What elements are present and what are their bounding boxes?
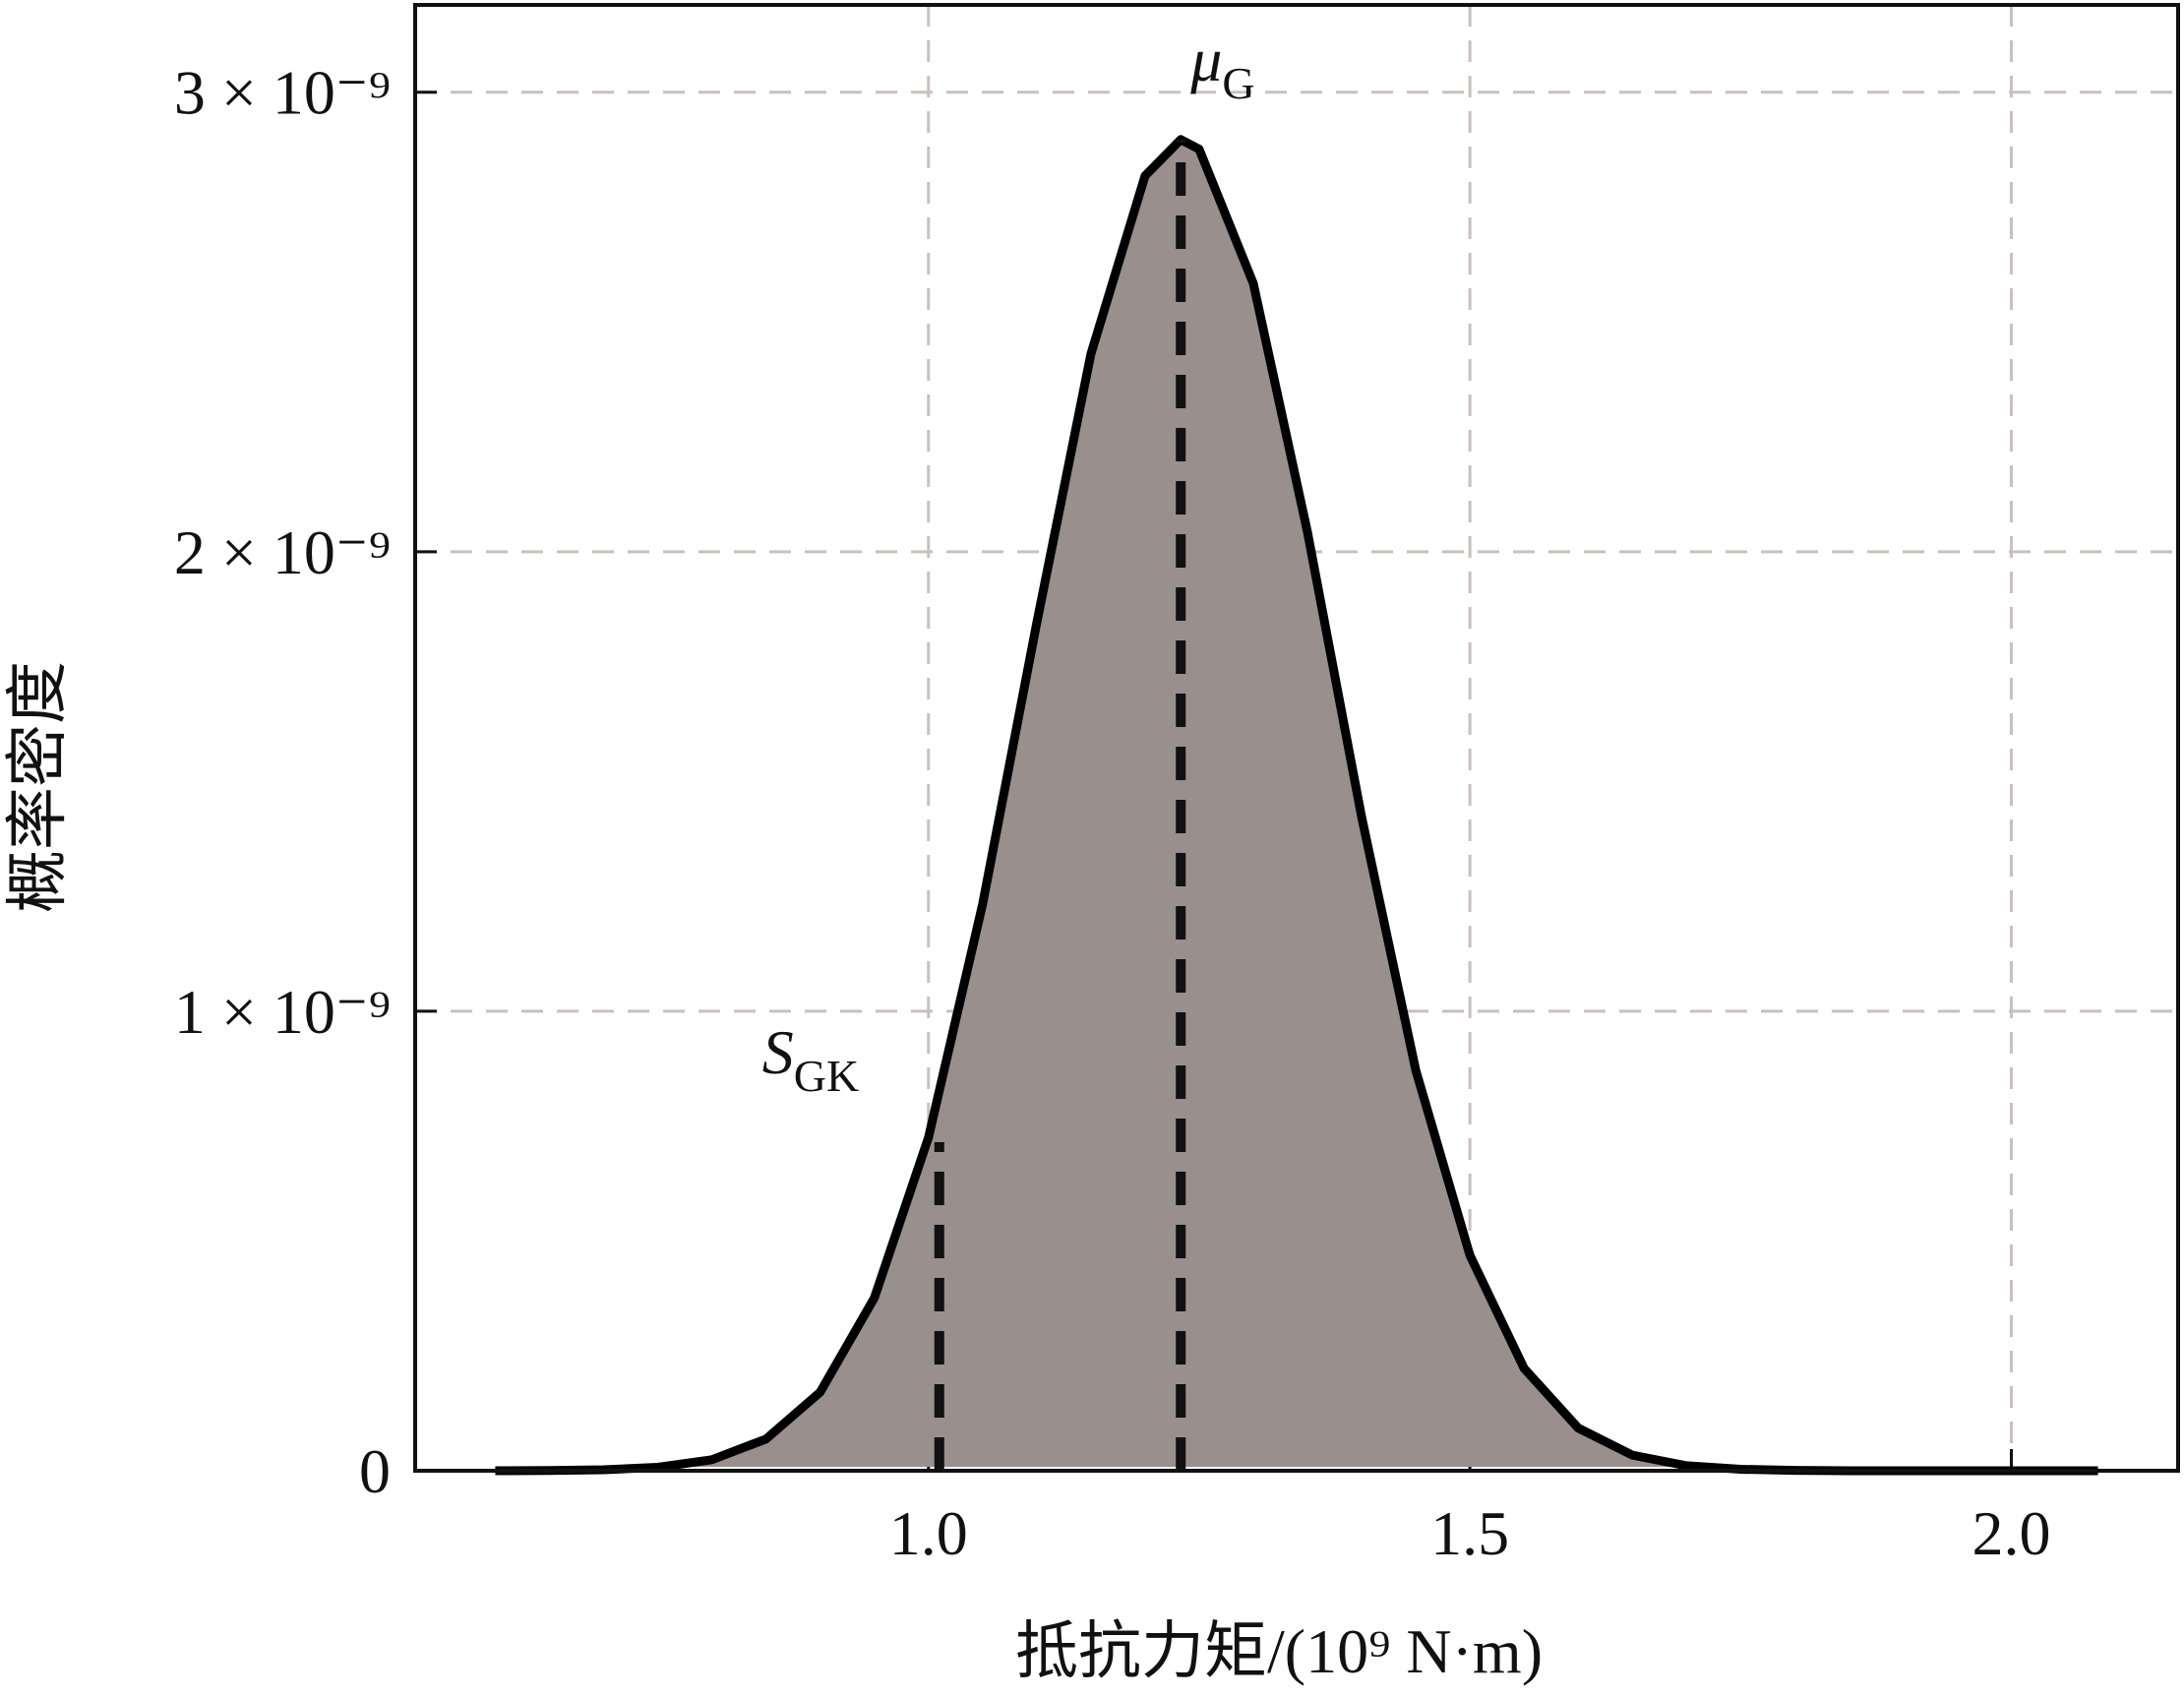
x-tick-label: 1.0 — [889, 1498, 968, 1568]
x-tick-label: 1.5 — [1430, 1498, 1509, 1568]
y-tick-label: 2 × 10⁻⁹ — [174, 517, 391, 587]
annotation: SGK — [762, 1017, 859, 1101]
x-axis-title: 抵抗力矩/(10⁹ N·m) — [1015, 1616, 1543, 1686]
annotation-label: μ — [1189, 25, 1222, 94]
x-tick-label: 2.0 — [1972, 1498, 2050, 1568]
annotation-label: S — [762, 1017, 794, 1087]
y-axis-title: 概率密度 — [3, 661, 73, 913]
plot-frame — [413, 3, 2180, 1473]
annotation-subscript: GK — [794, 1051, 859, 1101]
y-tick-label: 1 × 10⁻⁹ — [174, 977, 391, 1047]
y-tick-label: 3 × 10⁻⁹ — [174, 58, 391, 128]
y-tick-label: 0 — [359, 1436, 391, 1506]
area-fill — [495, 139, 2098, 1471]
annotation-subscript: G — [1222, 58, 1254, 108]
annotation: μG — [1189, 25, 1254, 108]
